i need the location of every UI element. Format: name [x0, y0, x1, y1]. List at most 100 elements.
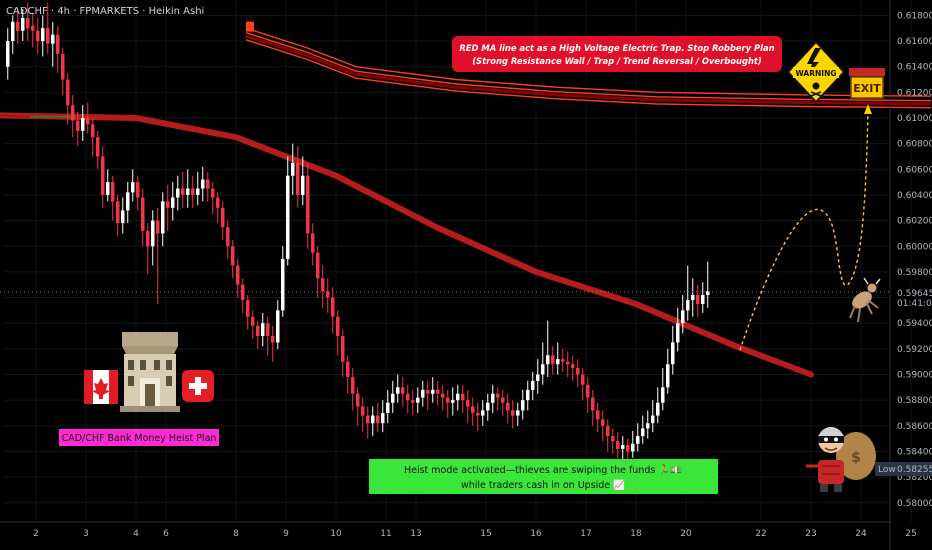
- candle-body: [621, 445, 625, 449]
- candle-body: [406, 393, 410, 401]
- bear-candle: [46, 2, 50, 54]
- bull-candle: [491, 384, 495, 413]
- candle-body: [216, 197, 220, 208]
- chart-title: CADCHF · 4h · FPMARKETS · Heikin Ashi: [6, 6, 204, 17]
- candle-body: [416, 397, 420, 403]
- bear-candle: [366, 406, 370, 439]
- candle-body: [476, 412, 480, 416]
- heist-annotation-line2: while traders cash in on Upside 📈: [461, 479, 625, 491]
- bear-candle: [271, 325, 275, 362]
- bank-building-icon: [120, 332, 180, 412]
- candle-body: [206, 179, 210, 189]
- time-tick-label: 20: [680, 529, 692, 539]
- candle-body: [601, 419, 605, 426]
- candle-body: [471, 406, 475, 413]
- resistance-band-line: [245, 39, 932, 109]
- bear-candle: [216, 192, 220, 224]
- bull-candle: [396, 374, 400, 403]
- candle-body: [131, 182, 135, 193]
- bear-candle: [601, 410, 605, 442]
- price-tick-label: 0.59200: [897, 345, 932, 355]
- bull-candle: [546, 320, 550, 378]
- candle-body: [211, 188, 215, 198]
- price-tick-label: 0.60800: [897, 140, 932, 150]
- candle-body: [336, 316, 340, 337]
- candle-body: [526, 389, 530, 401]
- candle-body: [261, 323, 265, 337]
- bull-candle: [686, 265, 690, 321]
- time-tick-label: 18: [630, 529, 642, 539]
- bull-candle: [196, 171, 200, 206]
- resistance-band: [245, 21, 932, 109]
- time-tick-label: 2: [33, 529, 39, 539]
- exit-sign-icon: EXIT: [849, 68, 885, 99]
- candle-body: [266, 323, 270, 337]
- price-tick-label: 0.60000: [897, 242, 932, 252]
- candle-body: [496, 393, 500, 398]
- candle-body: [76, 120, 80, 131]
- bear-candle: [311, 223, 315, 266]
- candle-body: [676, 323, 680, 343]
- price-tick-label: 0.58600: [897, 422, 932, 432]
- candle-body: [536, 374, 540, 381]
- bear-candle: [251, 310, 255, 339]
- candle-body: [351, 377, 355, 394]
- plan-label: CAD/CHF Bank Money Heist Plan: [62, 433, 217, 444]
- candle-body: [81, 117, 85, 131]
- candle-body: [661, 387, 665, 403]
- bear-candle: [266, 316, 270, 356]
- candle-body: [91, 124, 95, 138]
- bear-candle: [446, 389, 450, 419]
- bull-candle: [291, 143, 295, 195]
- bull-candle: [641, 415, 645, 444]
- candle-body: [61, 53, 65, 80]
- canada-flag-icon: [84, 370, 118, 404]
- price-tick-label: 0.59000: [897, 371, 932, 381]
- candle-body: [666, 364, 670, 388]
- bear-candle: [461, 384, 465, 413]
- bear-candle: [181, 171, 185, 208]
- bear-candle: [66, 73, 70, 125]
- candle-body: [556, 359, 560, 365]
- bear-candle: [696, 284, 700, 317]
- time-tick-label: 23: [805, 529, 816, 539]
- low-label: Low: [878, 465, 896, 475]
- bull-candle: [701, 282, 705, 313]
- bear-candle: [581, 368, 585, 401]
- bear-candle: [166, 184, 170, 231]
- bull-candle: [381, 400, 385, 433]
- price-tick-label: 0.60400: [897, 191, 932, 201]
- candle-body: [171, 197, 175, 208]
- candle-body: [551, 355, 555, 365]
- bear-candle: [321, 265, 325, 308]
- bull-candle: [21, 8, 25, 42]
- bear-candle: [56, 25, 60, 74]
- bear-candle: [506, 393, 510, 424]
- time-tick-label: 17: [580, 529, 591, 539]
- bear-candle: [141, 188, 145, 247]
- bear-candle: [351, 368, 355, 411]
- bear-candle: [136, 175, 140, 211]
- candle-body: [176, 188, 180, 198]
- price-tick-label: 0.61000: [897, 114, 932, 124]
- bull-candle: [531, 371, 535, 401]
- candle-body: [481, 410, 485, 416]
- candle-body: [51, 34, 55, 44]
- candle-body: [346, 361, 350, 378]
- time-axis: 2 3 4 6 8 9 10 11 13 15 16 17 18 20 22 23 24 25: [0, 521, 917, 539]
- price-tick-label: 0.61600: [897, 37, 932, 47]
- candle-body: [256, 325, 260, 337]
- candle-body: [576, 368, 580, 375]
- bull-candle: [681, 294, 685, 334]
- resistance-band-start: [246, 21, 254, 32]
- candle-body: [681, 310, 685, 324]
- candles: [6, 2, 710, 465]
- candle-body: [26, 17, 30, 29]
- warning-sign-icon: WARNING: [786, 40, 846, 104]
- candle-body: [426, 389, 430, 394]
- candle-body: [321, 278, 325, 292]
- candle-body: [166, 201, 170, 208]
- candle-body: [486, 402, 490, 411]
- candle-body: [441, 393, 445, 398]
